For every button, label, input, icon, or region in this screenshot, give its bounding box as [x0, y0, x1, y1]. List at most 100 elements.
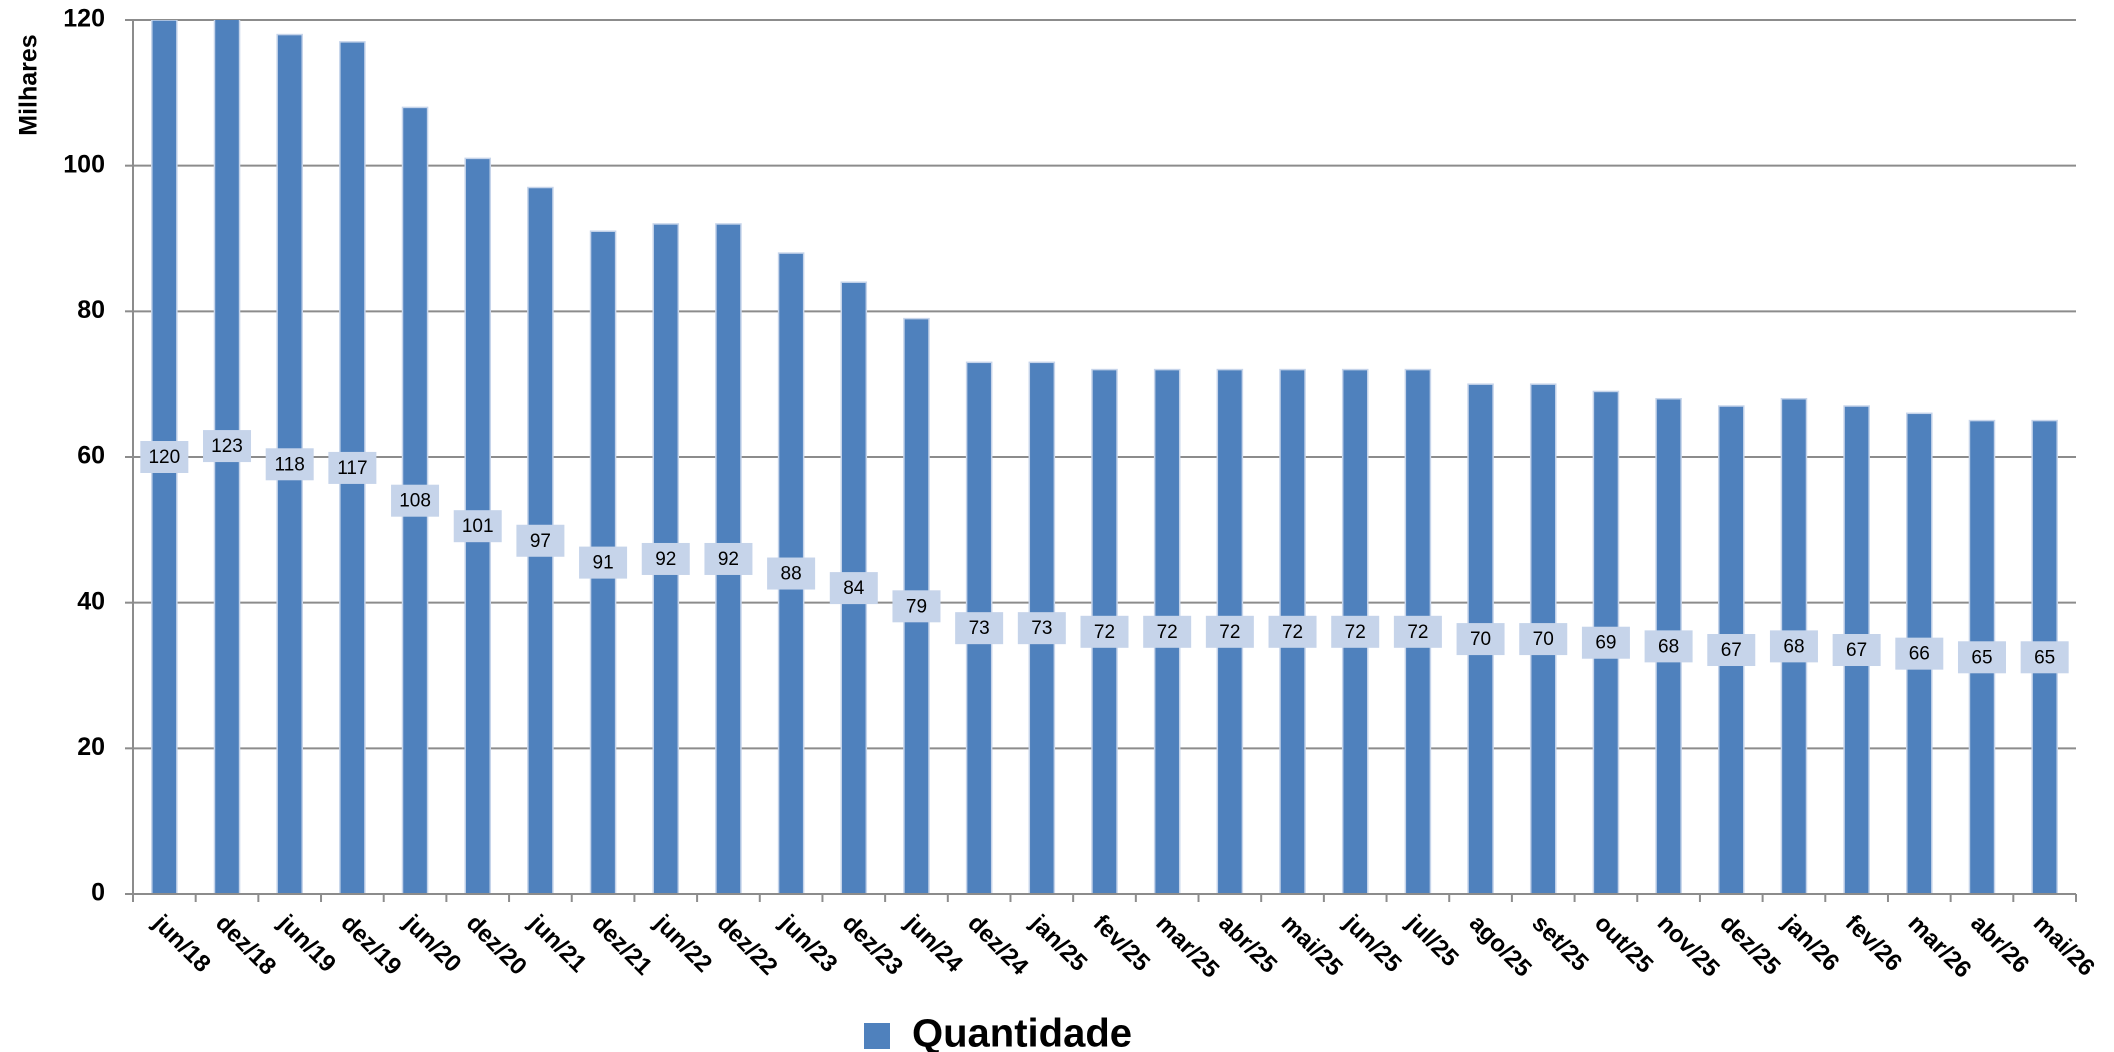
x-tick-label: jan/25 — [1024, 909, 1092, 977]
x-tick-label: set/25 — [1527, 910, 1594, 977]
x-tick-label: mar/25 — [1150, 910, 1224, 984]
data-label: 73 — [969, 618, 990, 639]
x-tick-label: abr/26 — [1965, 910, 2034, 979]
legend-swatch — [864, 1023, 890, 1049]
data-label: 70 — [1470, 629, 1491, 650]
data-label-box — [955, 612, 1004, 645]
y-tick-label: 80 — [77, 296, 105, 324]
x-tick-label: jun/22 — [648, 909, 717, 978]
data-label-box — [1331, 615, 1380, 648]
y-tick-label: 60 — [77, 442, 105, 470]
data-label-box — [1644, 630, 1693, 663]
data-label: 69 — [1595, 633, 1616, 654]
data-label: 84 — [843, 578, 865, 599]
data-label-box — [1519, 623, 1568, 656]
data-label: 108 — [399, 491, 431, 512]
data-label-box — [1456, 623, 1505, 656]
x-tick-label: jun/21 — [523, 909, 592, 978]
data-label: 97 — [530, 531, 551, 552]
data-label-box — [516, 524, 565, 557]
data-label: 101 — [462, 516, 494, 537]
x-tick-label: mai/25 — [1276, 910, 1348, 982]
data-label: 117 — [337, 458, 367, 479]
data-label: 72 — [1157, 622, 1178, 643]
data-label-box — [2020, 641, 2069, 674]
x-tick-label: jun/20 — [398, 909, 467, 978]
plot-area — [151, 20, 2058, 894]
x-tick-label: dez/22 — [712, 910, 783, 981]
data-label: 72 — [1345, 622, 1366, 643]
data-label-box — [1268, 615, 1317, 648]
x-tick-label: dez/24 — [962, 910, 1033, 981]
x-tick-label: jun/19 — [272, 909, 341, 978]
y-tick-label: 0 — [91, 879, 105, 907]
x-tick-label: dez/18 — [210, 910, 281, 981]
x-tick-label: mar/26 — [1903, 910, 1977, 984]
x-tick-label: dez/25 — [1715, 910, 1786, 981]
data-label: 65 — [2034, 647, 2055, 668]
data-label: 68 — [1658, 636, 1679, 657]
data-label-box — [892, 590, 941, 623]
x-tick-label: dez/19 — [336, 910, 407, 981]
y-tick-label: 100 — [63, 150, 105, 178]
x-tick-label: ago/25 — [1464, 910, 1537, 983]
data-label-box — [328, 451, 377, 484]
data-label: 65 — [1971, 647, 1992, 668]
x-tick-label: dez/21 — [586, 910, 657, 981]
x-tick-label: out/25 — [1589, 910, 1658, 979]
legend-label: Quantidade — [912, 1012, 1132, 1052]
data-labels: 120 123 118 117 108 101 97 91 92 92 88 84 79 73 73 72 72… — [140, 430, 2069, 674]
data-label-box — [1205, 615, 1254, 648]
data-label: 68 — [1783, 636, 1804, 657]
data-label: 91 — [593, 553, 614, 574]
data-label: 123 — [211, 436, 243, 457]
y-tick-label: 40 — [77, 587, 105, 615]
x-tick-label: jun/18 — [147, 909, 216, 978]
data-label: 88 — [781, 564, 802, 585]
x-tick-label: dez/23 — [837, 910, 908, 981]
x-tick-label: nov/25 — [1652, 910, 1725, 983]
y-tick-label: 120 — [63, 5, 105, 33]
x-tick-label: dez/20 — [461, 910, 532, 981]
x-tick-label: jul/25 — [1400, 909, 1463, 972]
data-label-box — [391, 484, 440, 517]
data-label: 118 — [275, 454, 305, 475]
data-label-box — [1143, 615, 1192, 648]
data-label: 73 — [1031, 618, 1052, 639]
data-label-box — [1895, 637, 1944, 670]
data-label: 72 — [1407, 622, 1428, 643]
x-tick-label: jun/25 — [1338, 909, 1407, 978]
x-tick-label: jan/26 — [1777, 909, 1845, 977]
data-label: 79 — [906, 596, 927, 617]
x-tick-label: mai/26 — [2028, 910, 2100, 982]
data-label: 92 — [655, 549, 676, 570]
data-label-box — [1707, 634, 1756, 667]
data-label-box — [641, 542, 690, 575]
data-label-box — [1581, 626, 1630, 659]
data-label-box — [704, 542, 753, 575]
data-label-box — [767, 557, 816, 590]
data-label: 66 — [1909, 644, 1930, 665]
x-tick-label: fev/25 — [1088, 910, 1155, 977]
data-label: 70 — [1533, 629, 1554, 650]
data-label: 72 — [1094, 622, 1115, 643]
y-tick-label: 20 — [77, 733, 105, 761]
data-label: 72 — [1282, 622, 1303, 643]
data-label-box — [829, 572, 878, 605]
data-label: 67 — [1721, 640, 1742, 661]
data-label-box — [1769, 630, 1818, 663]
data-label-box — [1393, 615, 1442, 648]
data-label: 72 — [1219, 622, 1240, 643]
data-label-box — [140, 441, 189, 473]
data-label-box — [265, 448, 314, 481]
data-label: 120 — [148, 447, 180, 468]
x-tick-label: abr/25 — [1213, 910, 1282, 979]
x-tick-label: jun/23 — [774, 909, 843, 978]
data-label: 92 — [718, 549, 739, 570]
data-label-box — [1832, 634, 1881, 667]
x-tick-label: jun/24 — [899, 909, 968, 978]
y-axis-label: Milhares — [15, 34, 43, 135]
data-label-box — [1080, 615, 1129, 648]
data-label-box — [453, 510, 502, 543]
